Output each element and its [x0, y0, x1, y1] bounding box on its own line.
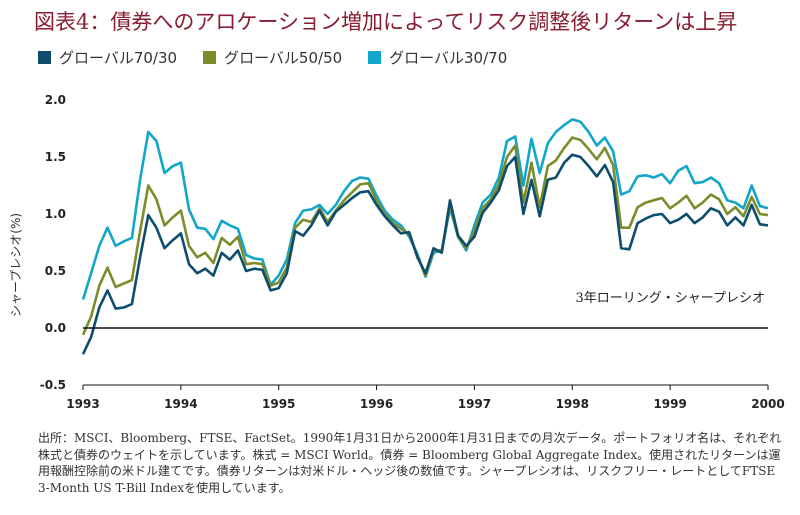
y-tick-label: 0.0	[45, 321, 66, 335]
x-tick-label: 1996	[360, 397, 393, 411]
series-lines	[81, 118, 769, 355]
y-tick-label: 1.5	[45, 150, 66, 164]
legend-label-30-70: グローバル30/70	[389, 49, 508, 67]
x-tick-label: 1994	[164, 397, 197, 411]
y-tick-label: 1.0	[45, 207, 66, 221]
x-tick-label: 2000	[751, 397, 784, 411]
legend-label-50-50: グローバル50/50	[224, 49, 343, 67]
x-tick-label: 1997	[458, 397, 491, 411]
legend-item-50-50: グローバル50/50	[203, 47, 342, 68]
series-line-グローバル50/50	[81, 136, 769, 336]
legend: グローバル70/30 グローバル50/50 グローバル30/70	[38, 47, 507, 68]
legend-label-70-30: グローバル70/30	[59, 49, 178, 67]
x-tick-label: 1993	[66, 397, 99, 411]
y-axis-ticks: -0.5 0.0 0.5 1.0 1.5 2.0	[40, 93, 66, 392]
legend-item-30-70: グローバル30/70	[368, 47, 507, 68]
legend-swatch-30-70	[368, 51, 382, 64]
y-tick-label: 2.0	[45, 93, 66, 107]
y-axis-label: シャープレシオ(%)	[9, 213, 23, 317]
legend-swatch-50-50	[203, 51, 217, 64]
x-axis-ticks: 1993 1994 1995 1996 1997 1998 1999 2000	[66, 385, 785, 411]
chart-title: 図表4：債券へのアロケーション増加によってリスク調整後リターンは上昇	[34, 10, 738, 34]
legend-swatch-70-30	[38, 51, 51, 64]
y-tick-label: 0.5	[45, 264, 66, 278]
x-tick-label: 1999	[653, 397, 686, 411]
chart-annotation: 3年ローリング・シャープレシオ	[576, 291, 766, 306]
series-line-グローバル70/30	[81, 153, 769, 355]
x-tick-label: 1998	[556, 397, 589, 411]
y-tick-label: -0.5	[40, 378, 66, 392]
line-chart: -0.5 0.0 0.5 1.0 1.5 2.0 1993 1994 1995 1996 1997…	[9, 93, 785, 411]
legend-item-70-30: グローバル70/30	[38, 47, 177, 68]
source-note: 出所：MSCI、Bloomberg、FTSE、FactSet。1990年1月31…	[38, 431, 782, 495]
x-tick-label: 1995	[262, 397, 295, 411]
